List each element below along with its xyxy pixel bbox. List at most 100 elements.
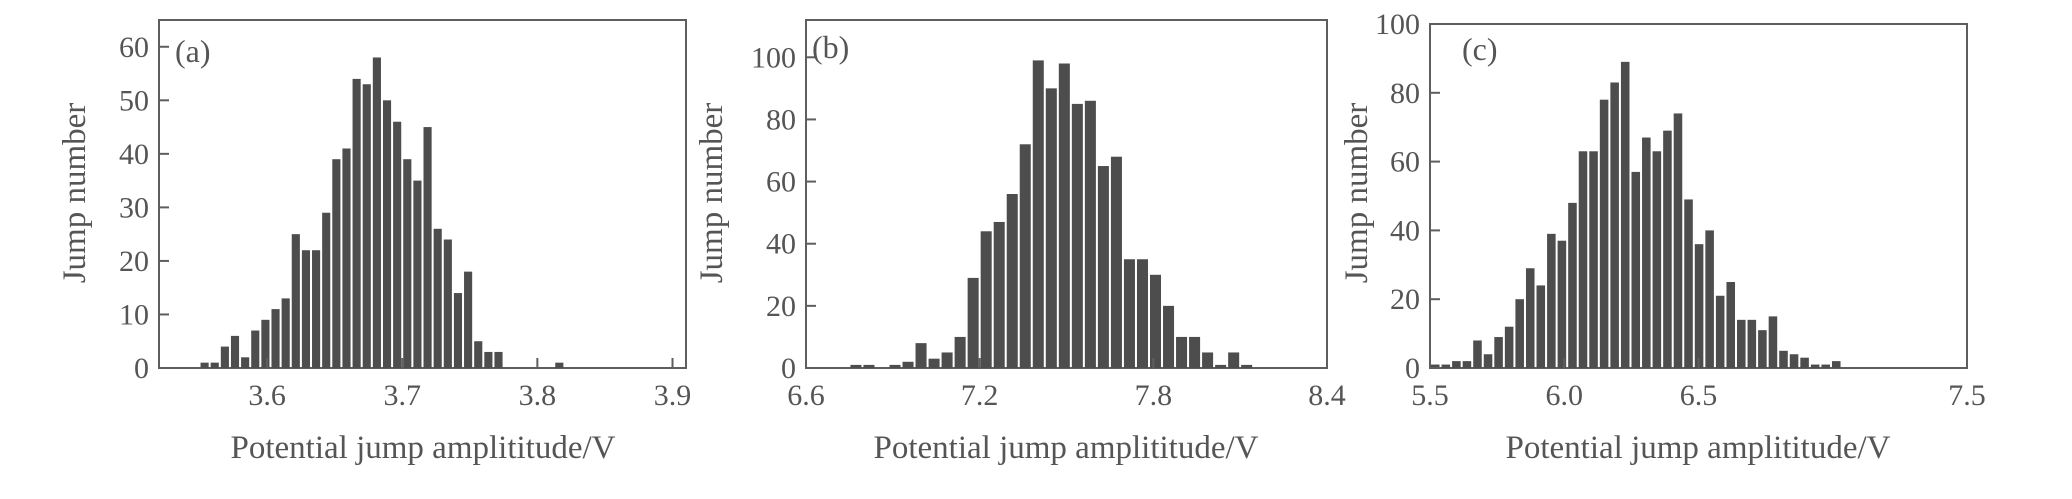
- histogram-bar: [1241, 364, 1253, 368]
- histogram-bar: [928, 358, 940, 368]
- histogram-bar: [1189, 336, 1201, 368]
- histogram-bar: [312, 250, 321, 368]
- y-tick-label: 20: [1390, 283, 1420, 316]
- histogram-bar: [1473, 340, 1482, 368]
- histogram-bar: [1599, 99, 1609, 369]
- histogram-bar: [902, 361, 914, 368]
- histogram-bar: [220, 346, 229, 368]
- histogram-bar: [1726, 282, 1736, 368]
- histogram-bar: [1578, 151, 1588, 368]
- histogram-bar: [1620, 61, 1630, 369]
- histogram-bar: [1163, 305, 1175, 368]
- histogram-bar: [453, 293, 463, 368]
- y-tick-label: 40: [1390, 214, 1420, 247]
- histogram-bar: [1715, 295, 1725, 368]
- histogram-bar: [1768, 316, 1778, 368]
- histogram-bar: [1831, 361, 1841, 368]
- histogram-bar: [251, 330, 260, 368]
- histogram-bar: [332, 159, 341, 368]
- x-tick-label: 3.9: [654, 379, 692, 412]
- histogram-bar: [954, 336, 966, 368]
- histogram-bar: [1789, 354, 1799, 368]
- histogram-bar: [322, 212, 331, 368]
- histogram-bar: [1215, 364, 1227, 368]
- y-tick-label: 80: [766, 103, 796, 136]
- histogram-bar: [271, 309, 280, 368]
- y-axis-title: Jump number: [57, 103, 93, 284]
- histogram-bar: [1758, 330, 1767, 368]
- histogram-bar: [980, 231, 992, 368]
- histogram-bar: [1441, 364, 1451, 368]
- x-tick-label: 6.5: [1680, 379, 1718, 412]
- histogram-bar: [1568, 202, 1577, 368]
- histogram-bar: [210, 362, 219, 368]
- x-tick-label: 6.0: [1546, 379, 1584, 412]
- x-tick-label: 7.5: [1948, 379, 1986, 412]
- panel-label: (c): [1462, 31, 1498, 67]
- y-tick-label: 40: [766, 228, 796, 261]
- histogram-bar: [1462, 361, 1472, 368]
- histogram-bar: [1032, 60, 1044, 368]
- histogram-bar: [362, 84, 371, 368]
- histogram-bar: [1631, 171, 1641, 368]
- histogram-bar: [1431, 364, 1440, 368]
- y-tick-label: 80: [1390, 77, 1420, 110]
- histogram-bar: [1663, 130, 1672, 368]
- panel-label: (b): [812, 29, 849, 65]
- histogram-bar: [967, 277, 979, 368]
- histogram-bar: [200, 362, 209, 368]
- y-tick-label: 10: [119, 298, 149, 331]
- y-tick-label: 50: [119, 84, 149, 117]
- histogram-bar: [1084, 100, 1096, 368]
- y-tick-label: 0: [781, 352, 796, 385]
- x-tick-label: 7.2: [961, 379, 999, 412]
- histogram-bar: [382, 100, 392, 368]
- y-axis-title: Jump number: [1339, 103, 1375, 284]
- histogram-bar: [1800, 357, 1809, 368]
- histogram-bar: [1202, 352, 1214, 368]
- histogram-bar: [889, 364, 901, 368]
- chart-panel-3: 5.5 6.0 6.5 7.5 0 20 40 60 80 100 (c) Potential jum…: [1339, 8, 1986, 466]
- histogram-bar: [261, 319, 270, 368]
- histogram-bar: [863, 364, 875, 368]
- histogram-bar: [1821, 364, 1830, 368]
- y-tick-label: 0: [134, 352, 149, 385]
- histogram-bar: [1589, 151, 1598, 368]
- histogram-bar: [372, 57, 381, 368]
- histogram-bar: [1058, 63, 1070, 368]
- x-tick-label: 8.4: [1308, 379, 1346, 412]
- histogram-bar: [474, 341, 483, 368]
- histogram-bar: [1705, 230, 1714, 368]
- y-tick-label: 20: [766, 290, 796, 323]
- histogram-bar: [393, 121, 402, 368]
- histogram-bar: [1557, 240, 1567, 368]
- x-axis-title: Potential jump amplititude/V: [1506, 430, 1891, 466]
- y-tick-label: 40: [119, 138, 149, 171]
- x-tick-label: 3.6: [248, 379, 286, 412]
- y-tick-label: 60: [119, 31, 149, 64]
- histogram-bar: [1176, 336, 1188, 368]
- histogram-bar: [291, 234, 300, 368]
- histogram-bar: [1810, 364, 1820, 368]
- y-tick-label: 100: [751, 41, 796, 74]
- x-tick-label: 3.7: [383, 379, 421, 412]
- histogram-bar: [1610, 82, 1619, 368]
- chart-panel-1: 3.6 3.7 3.8 3.9 0 10 20 30 40 50 60 (a) Potential ju…: [57, 19, 692, 466]
- histogram-bar: [1737, 319, 1746, 368]
- histogram-bar: [1547, 233, 1556, 368]
- histogram-bar: [1525, 268, 1535, 368]
- y-tick-label: 60: [1390, 146, 1420, 179]
- histogram-bar: [1071, 103, 1083, 368]
- histogram-bar: [1694, 244, 1704, 368]
- histogram-bar: [241, 357, 250, 368]
- x-tick-label: 6.6: [787, 379, 825, 412]
- histogram-bar: [1747, 319, 1757, 368]
- plot-frame: [158, 19, 687, 369]
- histogram-bar: [1515, 299, 1524, 368]
- histogram-bar: [1097, 166, 1109, 368]
- histogram-bar: [423, 127, 432, 368]
- chart-panel-2: 6.6 7.2 7.8 8.4 0 20 40 60 80 100 (b) Potential jum…: [694, 19, 1346, 466]
- histogram-bar: [301, 250, 311, 368]
- histogram-bar: [1045, 88, 1057, 369]
